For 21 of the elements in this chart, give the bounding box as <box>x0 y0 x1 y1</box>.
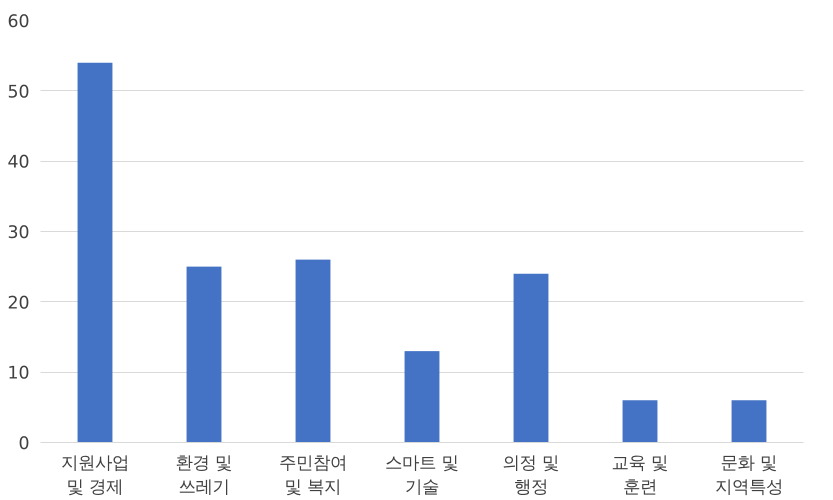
bar <box>186 266 222 442</box>
x-tick-label: 환경 및 쓰레기 <box>176 454 232 498</box>
x-tick-label: 교육 및 훈련 <box>612 454 668 498</box>
y-tick-label: 10 <box>7 364 30 384</box>
x-tick-label: 지원사업 및 경제 <box>61 454 129 498</box>
bar <box>78 62 112 442</box>
bar <box>404 351 440 442</box>
bar <box>622 400 658 442</box>
x-tick-label: 의정 및 행정 <box>502 454 560 498</box>
y-tick-label: 0 <box>18 434 30 454</box>
bar <box>296 260 330 442</box>
bar <box>732 400 766 442</box>
y-tick-label: 50 <box>7 82 30 102</box>
y-tick-label: 20 <box>7 293 30 314</box>
bar <box>514 274 548 442</box>
x-tick-label: 주민참여 및 복지 <box>279 454 347 498</box>
x-tick-label: 문화 및 지역특성 <box>715 454 783 498</box>
y-tick-label: 60 <box>7 12 30 32</box>
y-tick-label: 30 <box>7 223 30 243</box>
x-tick-label: 스마트 및 기술 <box>385 454 459 498</box>
y-tick-label: 40 <box>7 152 30 173</box>
